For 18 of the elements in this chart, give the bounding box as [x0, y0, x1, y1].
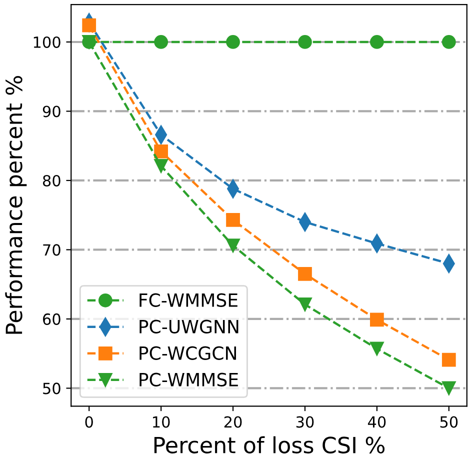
- x-tick-label: 30: [296, 416, 314, 428]
- x-axis-title: Percent of loss CSI %: [154, 436, 385, 454]
- y-tick-label: 70: [43, 244, 60, 256]
- y-tick-label: 80: [42, 174, 60, 186]
- legend-label: PC-WMMSE: [140, 372, 238, 386]
- x-tick-label: 0: [85, 416, 93, 428]
- y-tick-label: 90: [42, 106, 60, 118]
- legend-label: PC-WCGCN: [140, 346, 236, 360]
- y-tick-label: 60: [43, 313, 60, 325]
- x-tick-label: 50: [440, 416, 458, 428]
- y-tick-label: 50: [43, 382, 60, 394]
- y-tick-label: 100: [34, 36, 60, 48]
- x-tick-label: 10: [153, 416, 170, 428]
- legend-label: FC-WMMSE: [140, 293, 238, 307]
- legend-label: PC-UWGNN: [140, 320, 238, 334]
- x-tick-label: 20: [224, 416, 242, 428]
- y-axis-title: Performance percent %: [5, 76, 27, 334]
- x-tick-label: 40: [368, 416, 386, 428]
